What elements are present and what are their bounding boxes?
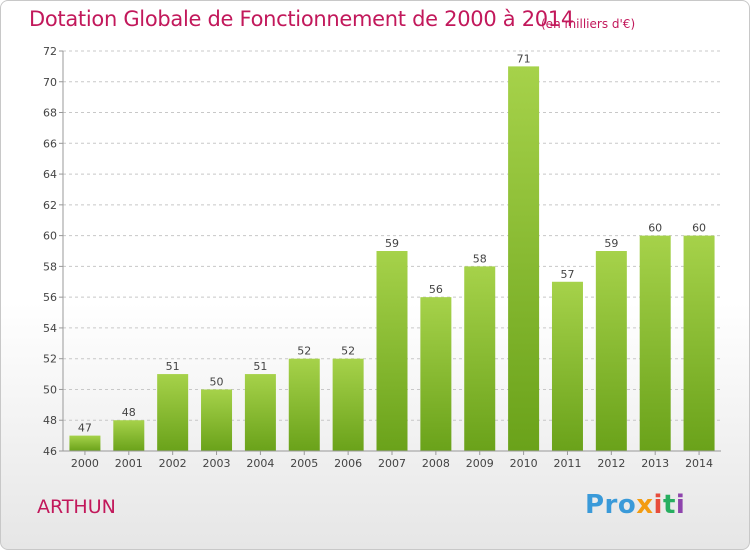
bar-2001	[113, 420, 145, 451]
data-label-2013: 60	[648, 222, 662, 235]
y-tick-label: 62	[43, 199, 57, 212]
bar-2006	[332, 358, 364, 451]
data-label-2011: 57	[560, 268, 574, 281]
x-tick-label: 2008	[422, 457, 450, 470]
data-label-2001: 48	[122, 406, 136, 419]
bar-2007	[376, 251, 408, 451]
x-tick-label: 2002	[159, 457, 187, 470]
axes: 46 48 50 52 54 56 58 60 62 64 66 68 70 72 2000 2001 2002…	[43, 45, 721, 470]
data-label-2014: 60	[692, 222, 706, 235]
y-tick-label: 46	[43, 445, 57, 458]
chart-subtitle: (en milliers d'€)	[541, 17, 636, 31]
bar-2012	[595, 251, 627, 451]
x-tick-label: 2001	[115, 457, 143, 470]
y-tick-label: 60	[43, 230, 57, 243]
bars: 47 48 51 50 51 52 52 59 56 58 71 57 59 60 60	[69, 52, 715, 451]
bar-2009	[464, 266, 496, 451]
data-label-2006: 52	[341, 345, 355, 358]
x-tick-label: 2010	[510, 457, 538, 470]
y-tick-label: 50	[43, 383, 57, 396]
data-label-2002: 51	[166, 360, 180, 373]
bar-2011	[551, 281, 583, 451]
data-label-2000: 47	[78, 422, 92, 435]
x-tick-label: 2011	[553, 457, 581, 470]
x-tick-label: 2005	[290, 457, 318, 470]
bar-2013	[639, 235, 671, 451]
data-label-2008: 56	[429, 283, 443, 296]
bar-2014	[683, 235, 715, 451]
y-tick-label: 70	[43, 76, 57, 89]
y-tick-label: 48	[43, 414, 57, 427]
data-label-2003: 50	[210, 375, 224, 388]
x-tick-label: 2000	[71, 457, 99, 470]
x-tick-label: 2004	[246, 457, 274, 470]
x-tick-label: 2013	[641, 457, 669, 470]
data-label-2012: 59	[604, 237, 618, 250]
bar-2002	[157, 374, 189, 451]
data-label-2004: 51	[253, 360, 267, 373]
bar-2004	[244, 374, 276, 451]
x-tick-label: 2012	[597, 457, 625, 470]
bar-2005	[288, 358, 320, 451]
commune-name: ARTHUN	[37, 496, 116, 518]
x-tick-label: 2009	[466, 457, 494, 470]
y-tick-label: 54	[43, 322, 57, 335]
y-tick-label: 56	[43, 291, 57, 304]
bar-chart: 47 48 51 50 51 52 52 59 56 58 71 57 59 60 60 46 48 50 52 5…	[43, 45, 721, 470]
bar-2010	[508, 66, 540, 451]
bar-2008	[420, 297, 452, 451]
bar-2000	[69, 435, 101, 451]
bar-2003	[201, 389, 233, 451]
x-tick-label: 2006	[334, 457, 362, 470]
x-tick-label: 2014	[685, 457, 713, 470]
chart-title: Dotation Globale de Fonctionnement de 20…	[29, 7, 574, 31]
y-tick-label: 66	[43, 137, 57, 150]
data-label-2010: 71	[517, 52, 531, 65]
proxiti-logo: Proxiti	[585, 490, 686, 520]
data-label-2009: 58	[473, 252, 487, 265]
x-tick-label: 2003	[203, 457, 231, 470]
data-label-2005: 52	[297, 345, 311, 358]
x-tick-label: 2007	[378, 457, 406, 470]
y-tick-label: 72	[43, 45, 57, 58]
data-label-2007: 59	[385, 237, 399, 250]
y-tick-label: 58	[43, 260, 57, 273]
y-tick-label: 52	[43, 353, 57, 366]
y-tick-label: 64	[43, 168, 57, 181]
y-tick-label: 68	[43, 107, 57, 120]
